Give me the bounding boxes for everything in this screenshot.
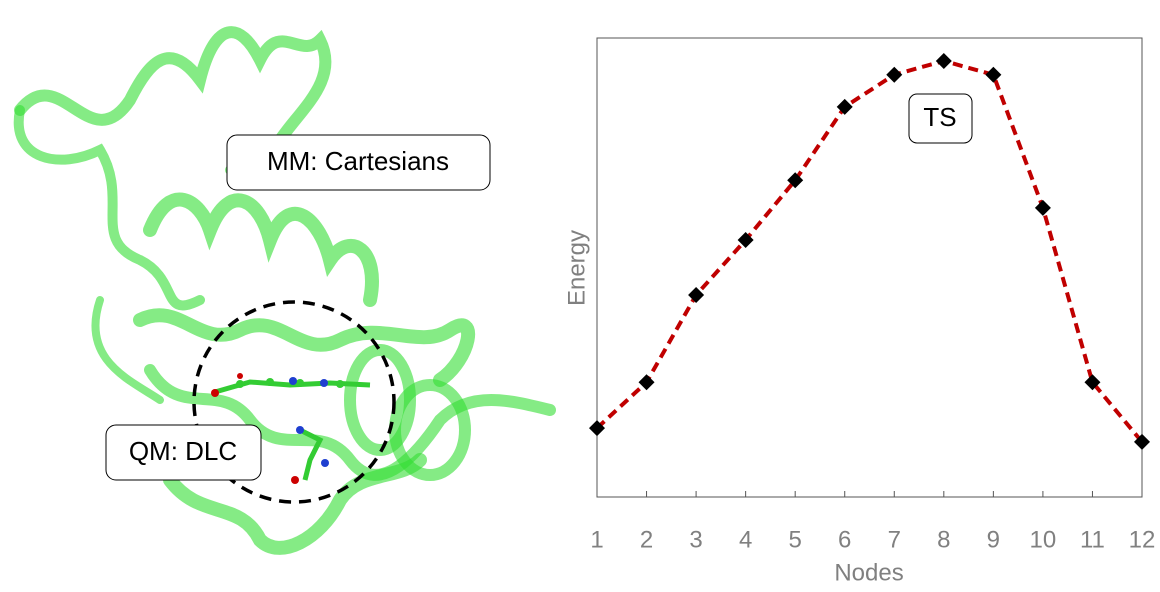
x-tick-label: 2 xyxy=(640,526,653,553)
label-box xyxy=(105,424,262,481)
annotation-box xyxy=(908,93,973,144)
marker xyxy=(787,172,804,189)
x-tick-label: 1 xyxy=(590,526,603,553)
x-tick-label: 11 xyxy=(1080,526,1105,553)
label-box xyxy=(226,134,491,191)
qm-region xyxy=(192,300,396,504)
x-tick-label: 3 xyxy=(689,526,702,553)
y-axis-label: Energy xyxy=(563,230,590,306)
plot-frame xyxy=(596,37,1143,498)
x-tick-label: 10 xyxy=(1030,526,1057,553)
marker xyxy=(638,374,655,391)
marker xyxy=(1084,374,1101,391)
qm-molecule xyxy=(211,373,371,484)
marker xyxy=(688,287,705,304)
x-tick-label: 7 xyxy=(888,526,901,553)
protein-illustration xyxy=(13,26,556,555)
x-axis-label: Nodes xyxy=(834,559,903,586)
plot: 1 2 3 4 5 6 7 8 9 10 11 12 xyxy=(589,52,1156,553)
mm-label: MM: Cartesians xyxy=(267,146,449,176)
marker xyxy=(836,98,853,115)
marker xyxy=(935,52,952,69)
line xyxy=(595,58,1144,444)
marker xyxy=(1134,433,1150,450)
x-tick-label: 5 xyxy=(789,526,802,553)
x-tick-label: 12 xyxy=(1129,526,1156,553)
marker xyxy=(737,231,754,248)
x-tick-label: 8 xyxy=(937,526,950,553)
marker xyxy=(589,420,605,437)
annotation: TS xyxy=(923,102,956,132)
marker xyxy=(1034,199,1051,216)
x-tick-label: 4 xyxy=(739,526,752,553)
qm-label: QM: DLC xyxy=(129,436,237,466)
x-tick-label: 9 xyxy=(987,526,1000,553)
marker xyxy=(886,66,903,83)
marker xyxy=(985,66,1002,83)
x-tick-label: 6 xyxy=(838,526,851,553)
